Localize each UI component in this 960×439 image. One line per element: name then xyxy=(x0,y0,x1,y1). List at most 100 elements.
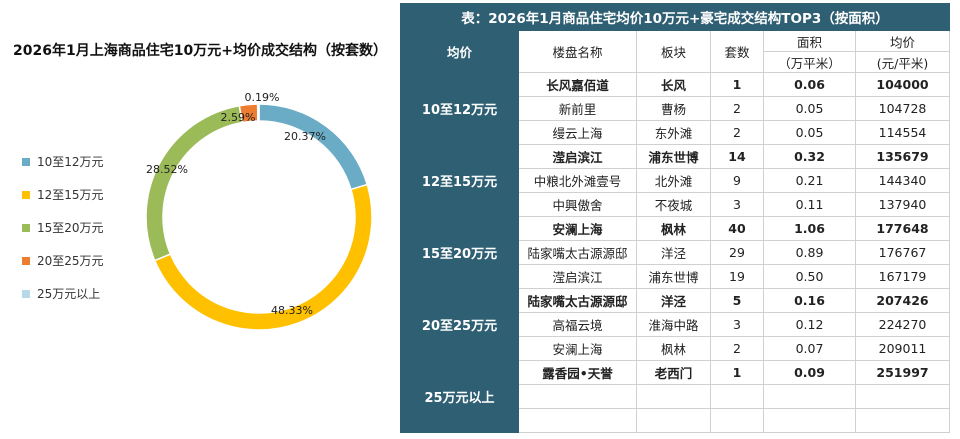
district-cell: 北外滩 xyxy=(636,168,711,193)
table-row: 15至20万元 安澜上海 枫林 40 1.06 177648 xyxy=(400,216,951,289)
name-cell: 陆家嘴太古源源邸 xyxy=(518,288,637,313)
area-cell: 0.09 xyxy=(763,360,856,385)
area-cell: 0.32 xyxy=(763,144,856,169)
units-cell: 2 xyxy=(710,336,764,361)
area-cell: 0.05 xyxy=(763,120,856,145)
name-cell: 高福云境 xyxy=(518,312,637,337)
name-cell: 缦云上海 xyxy=(518,120,637,145)
price-cell: 114554 xyxy=(854,120,951,145)
district-cell: 老西门 xyxy=(636,360,711,385)
legend-item: 25万元以上 xyxy=(22,277,104,310)
legend-item: 10至12万元 xyxy=(22,145,104,178)
name-cell: 中興傲舍 xyxy=(518,192,637,217)
price-cell: 104000 xyxy=(854,72,951,97)
price-range-cell: 25万元以上 xyxy=(400,360,519,433)
district-cell: 浦东世博 xyxy=(636,144,711,169)
table-row: 12至15万元 滢启滨江 浦东世博 14 0.32 135679 xyxy=(400,144,951,217)
header-price: 均价 xyxy=(854,30,951,52)
legend-item: 15至20万元 xyxy=(22,211,104,244)
table-row: 20至25万元 陆家嘴太古源源邸 洋泾 5 0.16 207426 xyxy=(400,288,951,361)
legend-swatch xyxy=(22,256,30,265)
data-table: 表：2026年1月商品住宅均价10万元+豪宅成交结构TOP3（按面积） 均价 楼… xyxy=(399,3,951,433)
donut-slice xyxy=(145,104,244,262)
header-area-unit: （万平米） xyxy=(763,51,856,73)
legend-label: 15至20万元 xyxy=(37,221,104,235)
legend-swatch xyxy=(22,157,30,166)
header-area: 面积 xyxy=(763,30,856,52)
name-cell: 安澜上海 xyxy=(518,216,637,241)
legend-label: 12至15万元 xyxy=(37,188,104,202)
area-cell: 0.21 xyxy=(763,168,856,193)
donut-chart: 20.37% 48.33% 28.52% 2.59% 0.19% xyxy=(145,91,373,331)
district-cell: 洋泾 xyxy=(636,288,711,313)
header-price-unit: (元/平米) xyxy=(854,51,951,73)
units-cell: 1 xyxy=(710,72,764,97)
name-cell: 中粮北外滩壹号 xyxy=(518,168,637,193)
area-cell xyxy=(763,408,856,433)
table-row xyxy=(401,384,951,409)
donut-slice xyxy=(153,183,373,331)
price-range-cell: 10至12万元 xyxy=(400,72,519,145)
price-cell xyxy=(854,408,951,433)
units-cell: 2 xyxy=(710,120,764,145)
units-cell: 3 xyxy=(710,312,764,337)
units-cell: 19 xyxy=(710,264,764,289)
area-cell: 0.06 xyxy=(763,72,856,97)
legend-swatch xyxy=(22,289,30,298)
name-cell: 露香园•天誉 xyxy=(518,360,637,385)
area-cell: 1.06 xyxy=(763,216,856,241)
units-cell: 14 xyxy=(710,144,764,169)
table-row: 中興傲舍 不夜城 3 0.11 137940 xyxy=(401,192,951,217)
area-cell: 0.50 xyxy=(763,264,856,289)
header-name: 楼盘名称 xyxy=(518,30,637,73)
price-cell: 137940 xyxy=(854,192,951,217)
header-range: 均价 xyxy=(400,30,519,73)
area-cell xyxy=(763,384,856,409)
name-cell xyxy=(518,384,637,409)
donut-slice xyxy=(256,103,260,122)
district-cell: 东外滩 xyxy=(636,120,711,145)
name-cell: 滢启滨江 xyxy=(518,264,637,289)
legend-swatch xyxy=(22,223,30,232)
price-cell: 177648 xyxy=(854,216,951,241)
district-cell: 洋泾 xyxy=(636,240,711,265)
price-cell: 207426 xyxy=(854,288,951,313)
area-cell: 0.07 xyxy=(763,336,856,361)
table-row: 陆家嘴太古源源邸 洋泾 29 0.89 176767 xyxy=(401,240,951,265)
slice-label: 0.19% xyxy=(245,91,280,104)
chart-legend: 10至12万元 12至15万元 15至20万元 20至25万元 25万元以上 xyxy=(22,145,104,310)
slice-label: 2.59% xyxy=(221,111,256,124)
district-cell: 曹杨 xyxy=(636,96,711,121)
units-cell: 3 xyxy=(710,192,764,217)
price-cell: 209011 xyxy=(854,336,951,361)
table-panel: 表：2026年1月商品住宅均价10万元+豪宅成交结构TOP3（按面积） 均价 楼… xyxy=(399,3,951,439)
slice-label: 20.37% xyxy=(284,130,326,143)
area-cell: 0.89 xyxy=(763,240,856,265)
units-cell: 29 xyxy=(710,240,764,265)
name-cell: 安澜上海 xyxy=(518,336,637,361)
price-cell: 251997 xyxy=(854,360,951,385)
name-cell: 陆家嘴太古源源邸 xyxy=(518,240,637,265)
table-row xyxy=(401,408,951,433)
price-cell xyxy=(854,384,951,409)
name-cell: 滢启滨江 xyxy=(518,144,637,169)
units-cell xyxy=(710,384,764,409)
district-cell: 淮海中路 xyxy=(636,312,711,337)
chart-title: 2026年1月上海商品住宅10万元+均价成交结构（按套数） xyxy=(13,43,387,59)
units-cell: 40 xyxy=(710,216,764,241)
header-district: 板块 xyxy=(636,30,711,73)
area-cell: 0.12 xyxy=(763,312,856,337)
price-range-cell: 15至20万元 xyxy=(400,216,519,289)
area-cell: 0.11 xyxy=(763,192,856,217)
units-cell: 9 xyxy=(710,168,764,193)
price-range-cell: 12至15万元 xyxy=(400,144,519,217)
name-cell: 新前里 xyxy=(518,96,637,121)
legend-label: 10至12万元 xyxy=(37,155,104,169)
slice-label: 48.33% xyxy=(271,304,313,317)
units-cell: 5 xyxy=(710,288,764,313)
price-cell: 135679 xyxy=(854,144,951,169)
units-cell: 2 xyxy=(710,96,764,121)
units-cell: 1 xyxy=(710,360,764,385)
legend-item: 12至15万元 xyxy=(22,178,104,211)
table-row: 滢启滨江 浦东世博 19 0.50 167179 xyxy=(401,264,951,289)
